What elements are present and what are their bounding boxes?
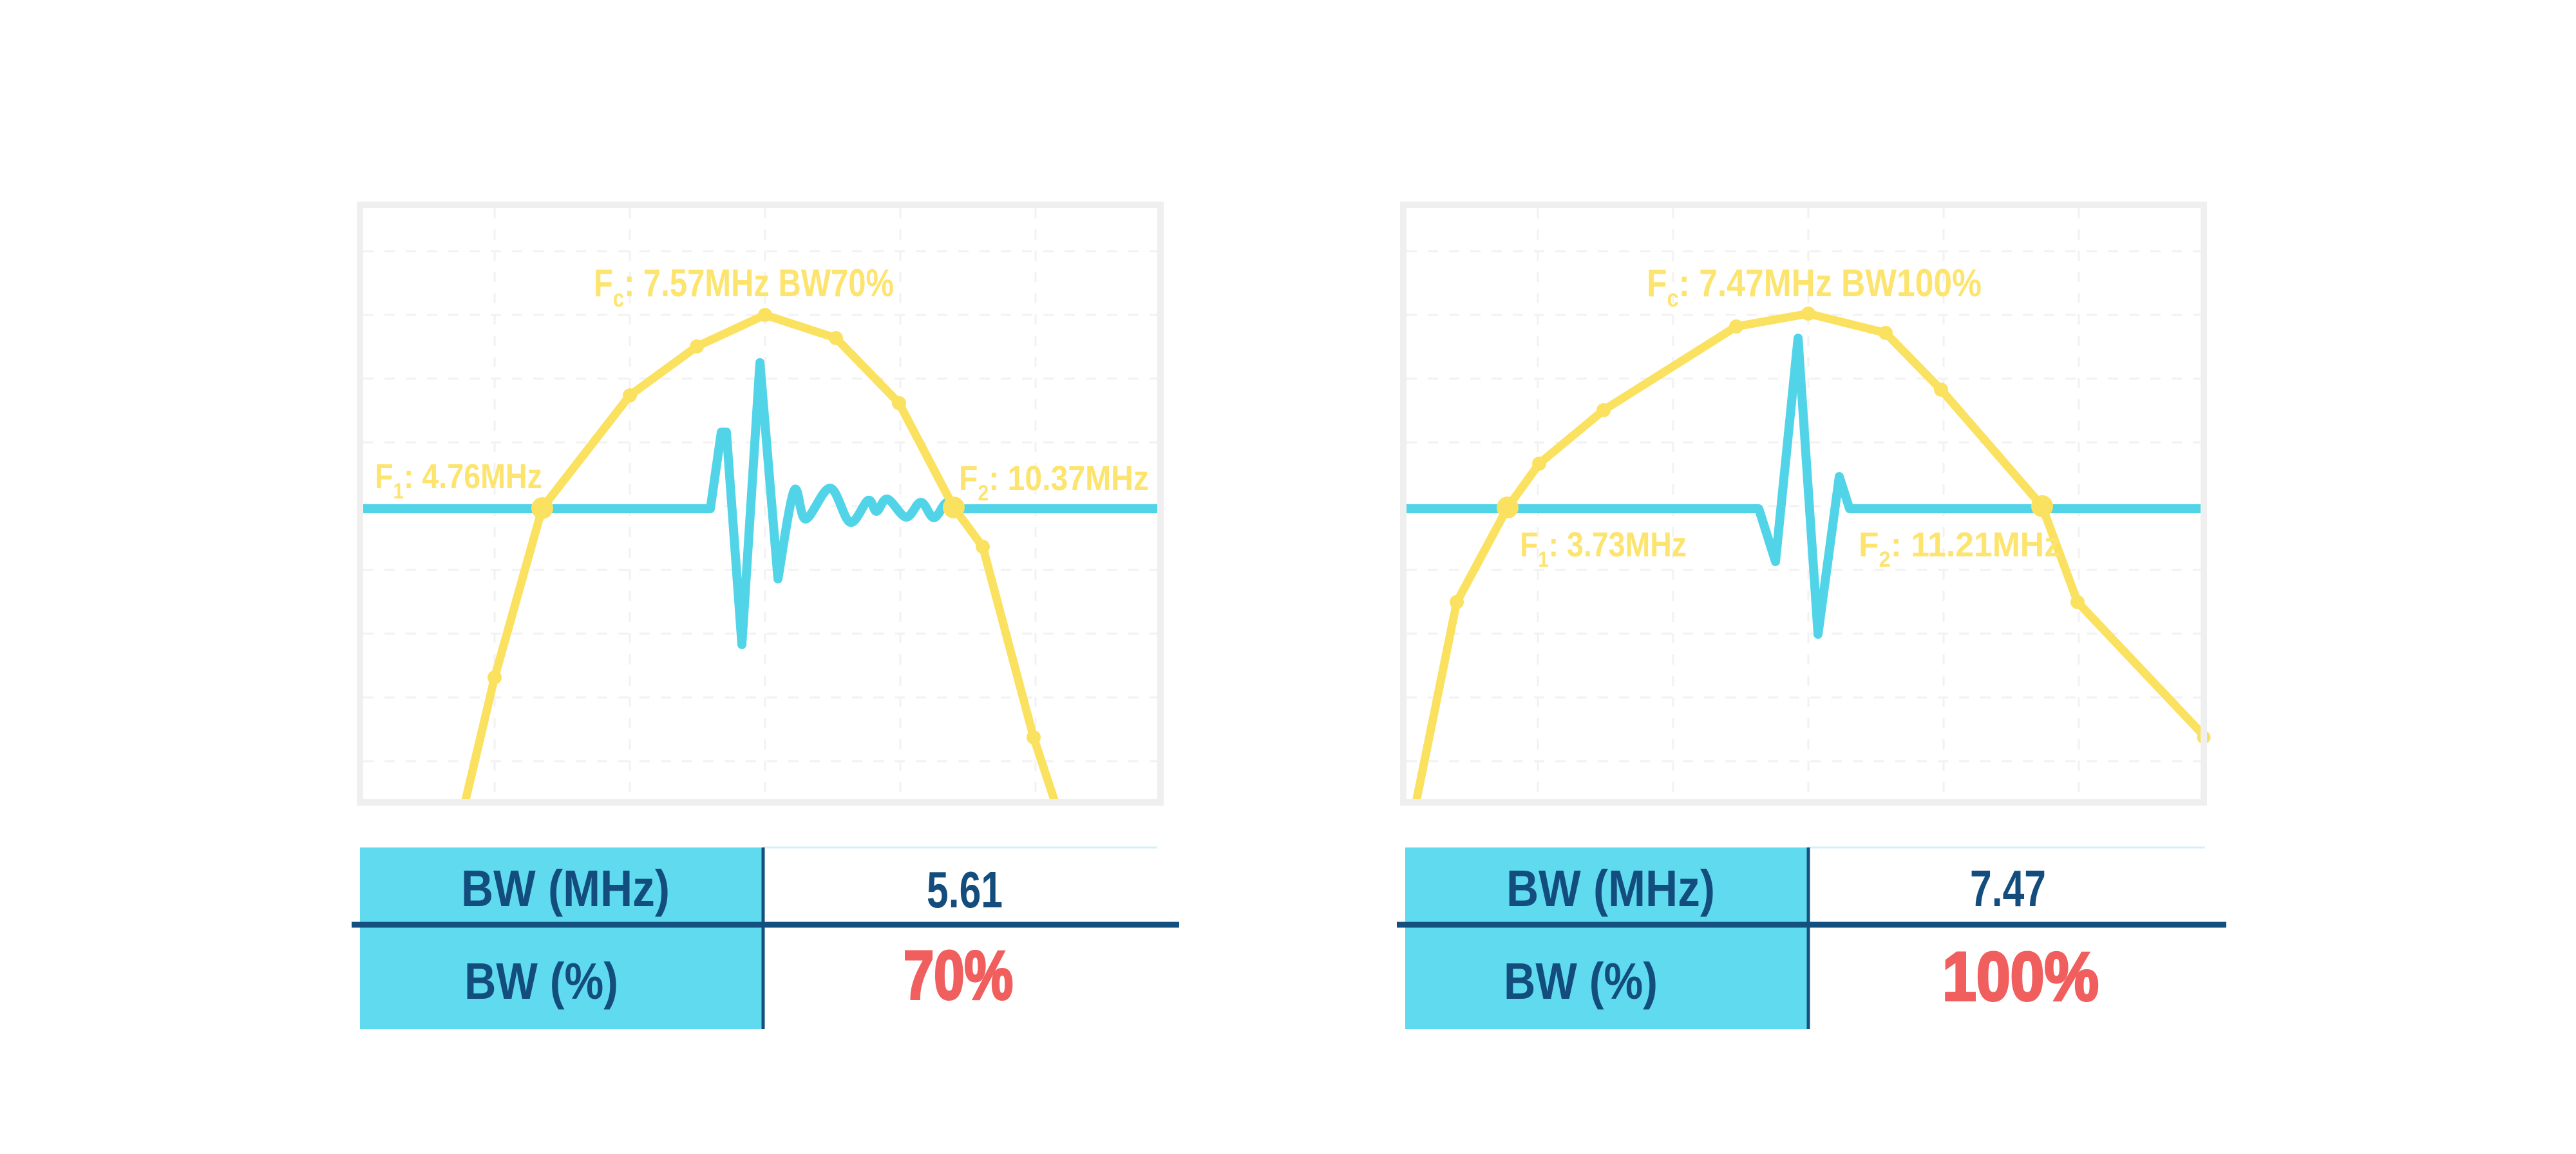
svg-text:70%: 70% — [904, 936, 1013, 1014]
svg-text:Fc: 7.57MHz BW70%: Fc: 7.57MHz BW70% — [594, 261, 894, 312]
svg-text:BW (%): BW (%) — [1504, 952, 1658, 1010]
svg-text:BW (MHz): BW (MHz) — [461, 860, 670, 917]
svg-text:7.47: 7.47 — [1970, 860, 2046, 917]
svg-text:BW (%): BW (%) — [464, 952, 618, 1010]
svg-text:BW (MHz): BW (MHz) — [1506, 860, 1715, 917]
svg-text:5.61: 5.61 — [927, 861, 1003, 918]
svg-text:Fc: 7.47MHz BW100%: Fc: 7.47MHz BW100% — [1647, 261, 1982, 312]
svg-text:100%: 100% — [1942, 938, 2099, 1015]
